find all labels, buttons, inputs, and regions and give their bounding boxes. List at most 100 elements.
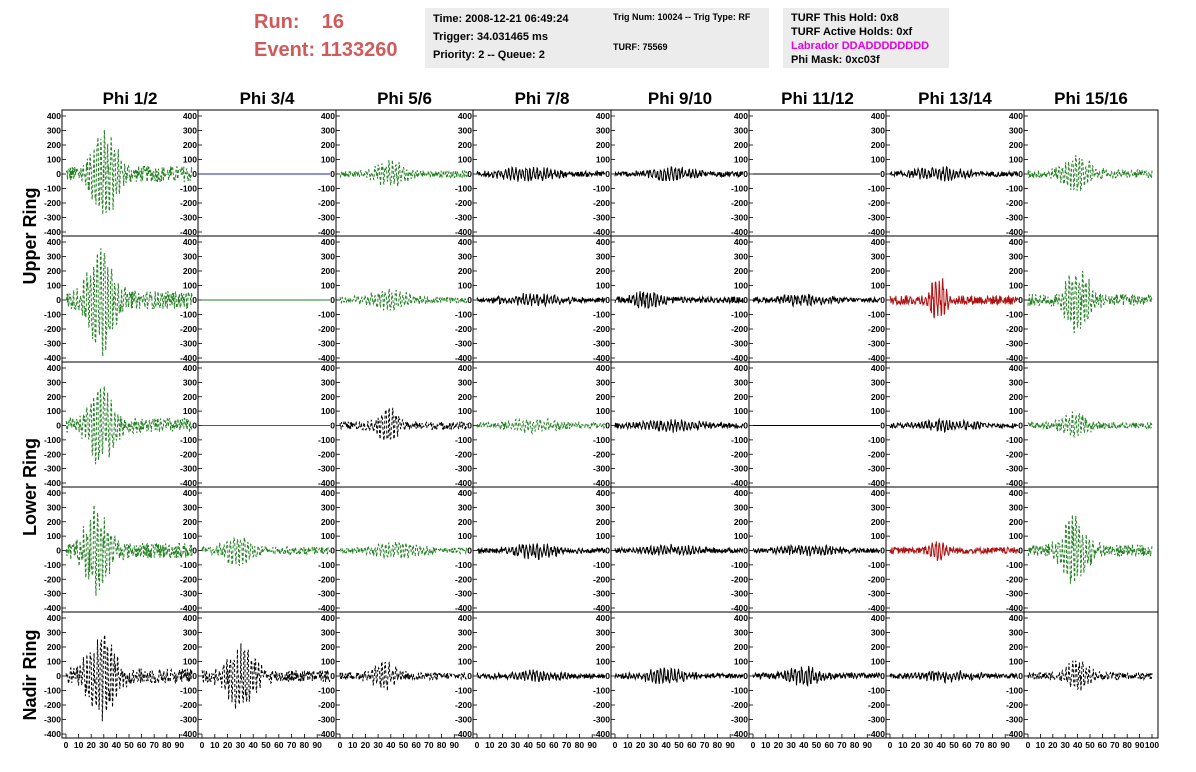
y-tick-label: 100 [183, 406, 197, 416]
y-tick-label: 0 [56, 295, 61, 305]
y-tick-label: 100 [321, 155, 335, 165]
y-tick-label: -100 [180, 184, 197, 194]
y-tick-label: 100 [458, 281, 472, 291]
y-tick-label: 400 [458, 363, 472, 373]
x-tick-label: 20 [911, 740, 921, 750]
y-tick-label: 100 [596, 531, 610, 541]
y-tick-label: 300 [458, 126, 472, 136]
y-tick-label: 400 [871, 488, 885, 498]
y-tick-label: 200 [596, 517, 610, 527]
y-tick-label: -400 [868, 729, 885, 739]
y-tick-label: -300 [593, 339, 610, 349]
y-tick-label: 100 [458, 657, 472, 667]
y-tick-label: 200 [321, 266, 335, 276]
y-tick-label: 100 [1009, 657, 1023, 667]
y-tick-label: 300 [47, 377, 61, 387]
y-tick-label: -200 [318, 574, 335, 584]
y-tick-label: -200 [593, 700, 610, 710]
x-tick-label: 60 [549, 740, 559, 750]
x-tick-label: 90 [312, 740, 322, 750]
y-tick-label: 200 [321, 517, 335, 527]
y-tick-label: -400 [180, 603, 197, 613]
y-tick-label: -400 [593, 603, 610, 613]
x-tick-label: 10 [898, 740, 908, 750]
y-tick-label: 100 [183, 281, 197, 291]
y-tick-label: 400 [871, 111, 885, 121]
y-tick-label: -300 [44, 339, 61, 349]
y-tick-label: 300 [47, 628, 61, 638]
y-tick-label: -400 [1006, 729, 1023, 739]
y-tick-label: -400 [180, 227, 197, 237]
y-tick-label: -100 [593, 560, 610, 570]
waveform-trace [340, 541, 468, 560]
y-tick-label: -200 [455, 198, 472, 208]
y-tick-label: -100 [44, 560, 61, 570]
y-tick-label: -200 [593, 574, 610, 584]
y-tick-label: -200 [868, 198, 885, 208]
y-tick-label: 300 [871, 252, 885, 262]
y-tick-label: -400 [1006, 603, 1023, 613]
panel-frame [61, 235, 199, 363]
x-tick-label: 60 [1098, 740, 1108, 750]
y-tick-label: -100 [455, 686, 472, 696]
waveform-trace [339, 159, 468, 187]
y-tick-label: -200 [593, 449, 610, 459]
y-tick-label: 300 [183, 252, 197, 262]
y-tick-label: -100 [318, 435, 335, 445]
y-tick-label: 0 [605, 169, 610, 179]
y-tick-label: -100 [318, 560, 335, 570]
y-tick-label: 300 [458, 252, 472, 262]
y-tick-label: 0 [743, 169, 748, 179]
y-tick-label: -200 [1006, 449, 1023, 459]
waveform-trace [65, 504, 193, 596]
y-tick-label: -100 [731, 560, 748, 570]
y-tick-label: -300 [593, 213, 610, 223]
y-tick-label: 100 [1009, 406, 1023, 416]
y-tick-label: 100 [321, 406, 335, 416]
y-tick-label: -200 [731, 324, 748, 334]
y-tick-label: -100 [868, 560, 885, 570]
y-tick-label: 100 [1009, 281, 1023, 291]
y-tick-label: 400 [596, 237, 610, 247]
y-tick-label: 300 [596, 502, 610, 512]
x-tick-label: 20 [1048, 740, 1058, 750]
x-tick-label: 40 [1073, 740, 1083, 750]
run-value: 16 [321, 11, 345, 33]
panel-frame [197, 361, 337, 488]
waveform-trace [889, 165, 1019, 182]
y-tick-label: 200 [321, 140, 335, 150]
y-tick-label: -200 [731, 449, 748, 459]
y-tick-label: 300 [1009, 502, 1023, 512]
y-tick-label: 400 [47, 488, 61, 498]
y-tick-label: 200 [596, 642, 610, 652]
y-tick-label: 0 [192, 671, 197, 681]
y-tick-label: 300 [183, 377, 197, 387]
x-tick-label: 30 [649, 740, 659, 750]
y-tick-label: 300 [47, 126, 61, 136]
x-tick-label: 10 [348, 740, 358, 750]
x-tick-label: 10 [761, 740, 771, 750]
y-tick-label: -100 [1006, 184, 1023, 194]
x-tick-label: 10 [1036, 740, 1046, 750]
y-tick-label: 300 [47, 502, 61, 512]
turf-info-box: TURF This Hold: 0x8 TURF Active Holds: 0… [783, 8, 949, 68]
x-tick-label: 90 [587, 740, 597, 750]
y-tick-label: 0 [56, 169, 61, 179]
y-tick-label: 100 [734, 155, 748, 165]
y-tick-label: 200 [183, 140, 197, 150]
y-tick-label: 0 [880, 295, 885, 305]
y-tick-label: -100 [731, 184, 748, 194]
y-tick-label: -200 [1006, 324, 1023, 334]
y-tick-label: 100 [321, 657, 335, 667]
y-tick-label: 100 [47, 281, 61, 291]
y-tick-label: -100 [868, 184, 885, 194]
y-tick-label: -300 [44, 464, 61, 474]
y-tick-label: 400 [1009, 111, 1023, 121]
y-tick-label: -200 [44, 449, 61, 459]
y-tick-label: -100 [318, 310, 335, 320]
x-tick-label: 50 [949, 740, 959, 750]
waveform-trace [1027, 411, 1153, 438]
y-tick-label: -200 [593, 198, 610, 208]
y-tick-label: 400 [47, 237, 61, 247]
turf-hold-line: TURF This Hold: 0x8 [791, 12, 899, 24]
